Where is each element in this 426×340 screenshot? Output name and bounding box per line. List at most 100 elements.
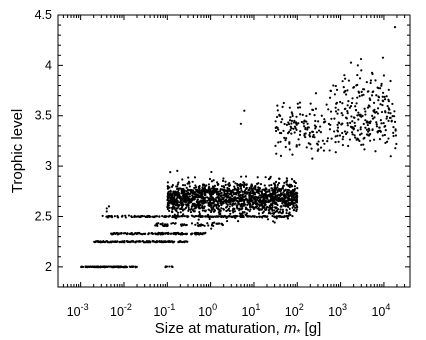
data-point	[329, 89, 333, 93]
data-point	[197, 205, 201, 208]
data-point	[322, 121, 326, 124]
x-tick-label: 10-1	[153, 302, 175, 319]
data-point	[286, 188, 290, 192]
data-point	[358, 77, 362, 80]
data-point	[277, 211, 280, 214]
data-point	[271, 212, 274, 215]
data-point	[303, 119, 306, 122]
data-point	[355, 102, 358, 105]
data-point	[239, 122, 242, 125]
data-point	[311, 157, 314, 160]
data-point	[266, 190, 269, 193]
x-tick-label: 102	[285, 302, 304, 319]
data-point	[333, 93, 336, 96]
data-point	[285, 123, 289, 126]
data-point	[198, 189, 201, 192]
data-point	[371, 117, 375, 120]
data-point	[296, 102, 299, 105]
data-point	[294, 206, 297, 209]
data-point	[353, 134, 356, 137]
data-point	[344, 89, 347, 93]
data-point	[361, 88, 365, 91]
data-point	[166, 187, 169, 190]
data-point	[273, 215, 276, 219]
data-point	[186, 240, 189, 243]
data-point	[281, 208, 284, 211]
data-point	[308, 131, 312, 134]
data-point	[311, 135, 315, 138]
data-point	[252, 197, 255, 200]
data-point	[341, 114, 344, 117]
data-point	[217, 211, 220, 214]
data-point	[381, 95, 384, 98]
data-point	[344, 116, 348, 119]
data-point	[349, 125, 352, 128]
data-point	[377, 87, 380, 90]
data-point	[179, 198, 182, 201]
data-point	[293, 199, 296, 202]
data-point	[290, 122, 293, 125]
data-point	[148, 214, 151, 218]
x-axis-ticks: 10-3 10-2 10-1 100 101 102 103 104	[57, 15, 411, 319]
data-point	[273, 209, 276, 212]
data-point	[368, 97, 371, 100]
data-point	[173, 200, 176, 203]
data-point	[193, 186, 196, 190]
data-point	[323, 142, 326, 145]
data-point	[222, 215, 225, 218]
data-point	[258, 208, 261, 212]
data-point	[144, 215, 147, 219]
data-point	[197, 232, 200, 236]
data-point	[262, 193, 265, 196]
data-point	[283, 181, 286, 184]
data-point	[102, 240, 105, 244]
data-point	[164, 223, 167, 226]
data-point	[150, 232, 153, 235]
data-point	[210, 180, 214, 183]
data-point	[112, 240, 115, 243]
data-point	[303, 134, 306, 137]
data-point	[215, 196, 218, 199]
data-point	[273, 196, 276, 199]
data-point	[166, 181, 169, 184]
data-point	[105, 207, 108, 210]
data-point	[280, 192, 283, 195]
data-point	[302, 122, 305, 125]
data-point	[209, 195, 212, 198]
data-point	[389, 79, 392, 83]
data-point	[232, 188, 235, 191]
data-point	[171, 210, 174, 214]
data-point	[291, 195, 294, 198]
data-point	[309, 143, 312, 146]
data-point	[341, 80, 344, 83]
data-point	[212, 210, 216, 213]
data-point	[211, 223, 214, 226]
data-point	[222, 194, 226, 197]
data-point	[363, 148, 366, 151]
data-point	[185, 186, 188, 189]
data-point	[199, 203, 202, 206]
data-point	[170, 197, 173, 200]
data-point	[236, 186, 240, 189]
data-point	[272, 220, 275, 223]
data-point	[155, 232, 158, 236]
data-point	[275, 152, 278, 155]
data-point	[187, 206, 190, 209]
data-point	[241, 190, 244, 193]
data-point	[208, 186, 211, 189]
data-point	[375, 94, 378, 97]
data-point	[134, 240, 137, 243]
data-point	[295, 115, 298, 118]
data-point	[235, 191, 238, 194]
data-point	[349, 104, 353, 108]
data-point	[210, 227, 213, 230]
data-point	[306, 128, 309, 131]
data-point	[291, 114, 294, 118]
data-point	[177, 187, 180, 190]
data-point	[326, 137, 329, 140]
data-point	[257, 182, 260, 185]
data-point	[193, 205, 196, 208]
data-point	[378, 126, 381, 129]
data-point	[166, 224, 169, 227]
data-point	[344, 107, 347, 110]
